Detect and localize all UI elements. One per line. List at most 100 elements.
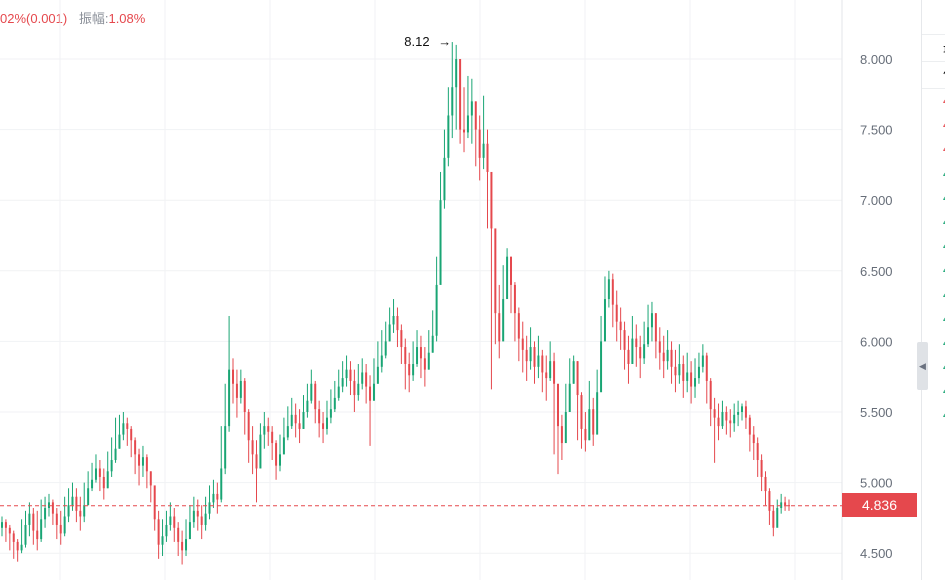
trade-tick: 4	[922, 113, 945, 137]
candle-body	[98, 468, 101, 477]
current-price-tag: 4.836	[842, 493, 917, 517]
candle-body	[713, 409, 716, 418]
candle-body	[556, 383, 559, 427]
panel-row-label: 价	[922, 62, 945, 89]
candle-body	[267, 426, 270, 432]
candle-body	[603, 299, 606, 342]
candle-body	[529, 347, 532, 362]
candle-body	[784, 502, 787, 506]
candle-body	[615, 304, 618, 322]
candle-body	[1, 522, 3, 528]
candle-body	[502, 299, 505, 342]
candle-body	[149, 471, 152, 486]
candle-body	[682, 363, 685, 381]
y-tick-label: 6.000	[860, 334, 893, 349]
candle-body	[772, 510, 775, 528]
candle-body	[114, 448, 117, 461]
candle-body	[419, 347, 422, 359]
candle-body	[208, 502, 211, 514]
candle-body	[788, 505, 790, 507]
candle-body	[349, 369, 352, 381]
candle-body	[134, 440, 137, 455]
candlestick-chart[interactable]: 8.000 7.500 7.000 6.500 6.000 5.500 5.000 4.500…	[0, 0, 921, 580]
candle-body	[232, 369, 235, 384]
trade-tick: 4	[922, 331, 945, 355]
candle-body	[623, 330, 626, 350]
candle-body	[396, 315, 399, 331]
candle-body	[670, 349, 673, 367]
candle-body	[404, 347, 407, 364]
candle-body	[533, 347, 536, 367]
candle-body	[353, 380, 356, 396]
chart-grid	[0, 0, 843, 580]
candle-body	[380, 355, 383, 367]
candle-body	[181, 541, 184, 551]
candle-body	[271, 431, 274, 444]
candle-body	[435, 284, 438, 336]
candle-body	[686, 372, 689, 381]
candle-body	[392, 315, 395, 325]
candle-body	[282, 437, 285, 455]
y-tick-label: 7.500	[860, 123, 893, 138]
candle-body	[541, 355, 544, 373]
candle-body	[255, 454, 258, 469]
candle-body	[63, 516, 66, 534]
candle-body	[75, 496, 78, 511]
candle-body	[126, 423, 129, 429]
candle-body	[748, 417, 751, 435]
candle-body	[470, 101, 473, 116]
candle-body	[357, 383, 360, 396]
candle-body	[212, 493, 215, 503]
candle-body	[654, 313, 657, 342]
candle-body	[94, 468, 97, 480]
collapse-panel-button[interactable]: ◀	[917, 342, 928, 390]
trade-tick: 4	[922, 258, 945, 282]
candle-body	[278, 454, 281, 466]
trade-tick: 4	[922, 210, 945, 234]
candle-body	[24, 524, 27, 545]
candle-body	[580, 395, 583, 429]
candle-body	[228, 369, 231, 427]
candle-body	[47, 502, 50, 509]
candle-body	[459, 59, 462, 130]
candle-body	[545, 372, 548, 379]
candle-body	[463, 129, 466, 133]
price-axis: 8.000 7.500 7.000 6.500 6.000 5.500 5.000 4.500	[860, 52, 893, 561]
candle-body	[705, 355, 708, 381]
candle-body	[678, 363, 681, 376]
candle-body	[36, 530, 39, 540]
y-tick-label: 7.000	[860, 193, 893, 208]
y-tick-label: 8.000	[860, 52, 893, 67]
amplitude-value: 1.08%	[108, 11, 146, 26]
candle-body	[733, 414, 736, 424]
candle-body	[224, 426, 227, 469]
change-text: 02%(0.001)	[0, 11, 68, 26]
y-tick-label: 6.500	[860, 264, 893, 279]
candle-body	[138, 454, 141, 466]
candle-body	[729, 420, 732, 424]
candle-body	[32, 513, 35, 531]
panel-row-label: 最	[922, 35, 945, 62]
candle-body	[416, 347, 419, 364]
candle-body	[662, 352, 665, 362]
candle-body	[592, 409, 595, 435]
candle-body	[177, 527, 180, 542]
candle-body	[443, 157, 446, 201]
candle-body	[243, 380, 246, 412]
candle-body	[764, 476, 767, 492]
candle-body	[725, 412, 728, 421]
candle-body	[576, 361, 579, 396]
candle-body	[28, 513, 31, 525]
trade-tick: 4	[922, 403, 945, 427]
trade-tick: 4	[922, 89, 945, 113]
peak-annotation: 8.12 →	[404, 34, 451, 49]
candle-body	[737, 412, 740, 415]
candle-body	[102, 476, 105, 489]
candle-body	[412, 363, 415, 376]
candle-body	[365, 372, 368, 387]
candle-body	[372, 383, 375, 401]
candle-body	[474, 101, 477, 130]
candle-body	[91, 479, 94, 489]
candle-body	[600, 341, 603, 393]
candle-body	[635, 338, 638, 348]
